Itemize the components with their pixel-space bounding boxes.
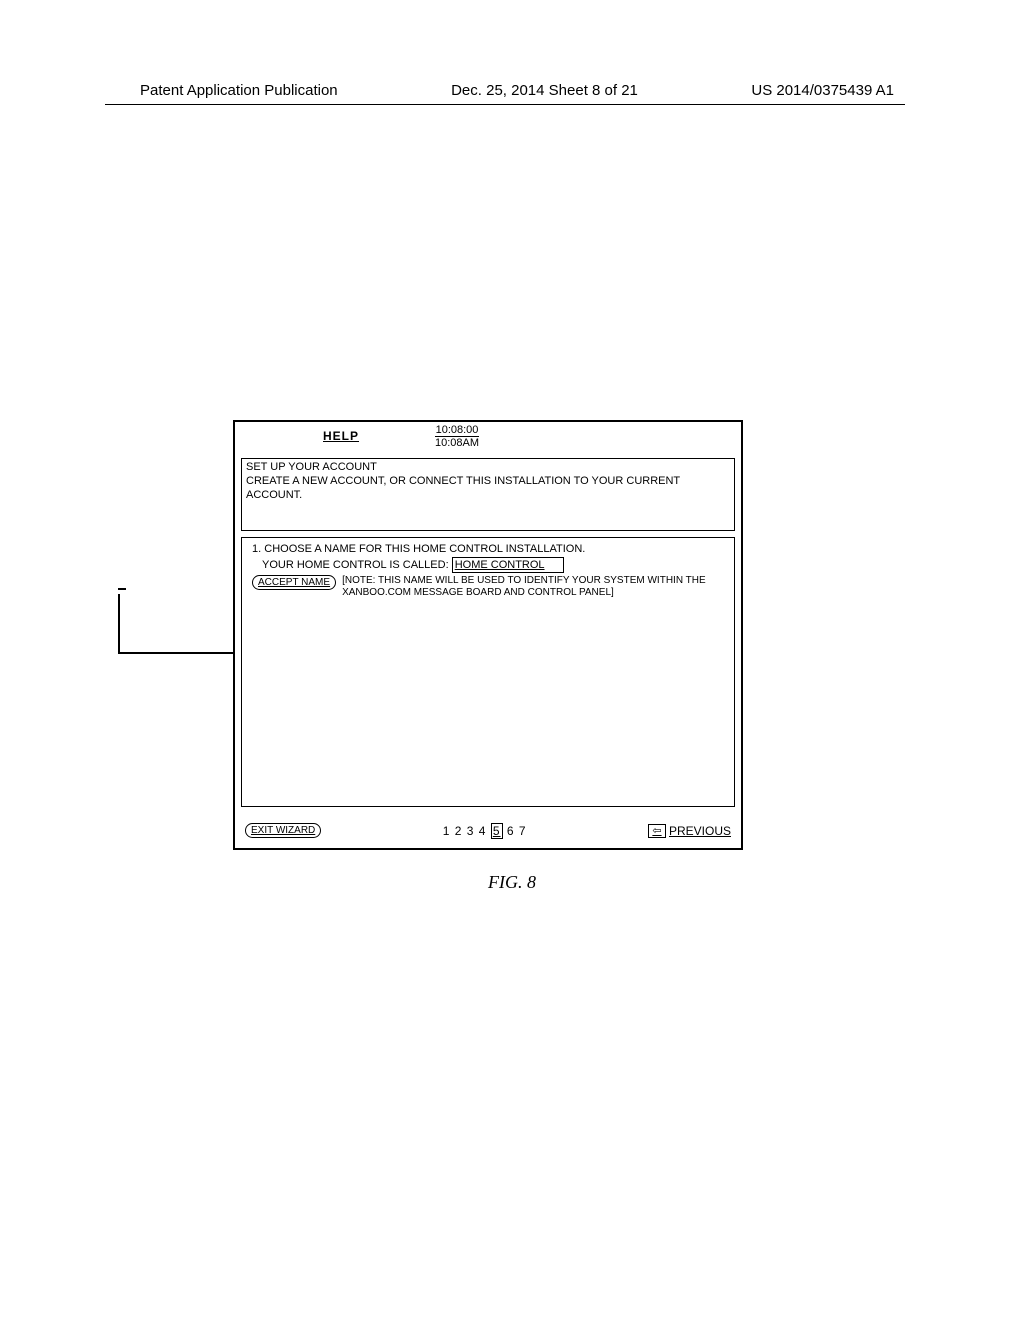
content-block: 1. CHOOSE A NAME FOR THIS HOME CONTROL I…	[241, 537, 735, 807]
note-text: [NOTE: THIS NAME WILL BE USED TO IDENTIF…	[342, 575, 726, 599]
wizard-panel: HELP 10:08:00 10:08AM SET UP YOUR ACCOUN…	[233, 420, 743, 850]
footer-row: EXIT WIZARD 1 2 3 4 5 6 7 ⇦ PREVIOUS	[245, 823, 731, 838]
time-display: 10:08:00 10:08AM	[435, 424, 479, 449]
arrow-left-icon: ⇦	[648, 824, 666, 838]
title-block: SET UP YOUR ACCOUNT CREATE A NEW ACCOUNT…	[241, 458, 735, 531]
help-link[interactable]: HELP	[323, 429, 359, 443]
page-4[interactable]: 4	[479, 824, 487, 838]
step-number: 1.	[252, 543, 261, 555]
page-2[interactable]: 2	[455, 824, 463, 838]
header-left: Patent Application Publication	[140, 82, 338, 99]
panel-top-bar: HELP 10:08:00 10:08AM	[235, 422, 741, 458]
previous-button[interactable]: ⇦ PREVIOUS	[648, 824, 731, 838]
step-text: CHOOSE A NAME FOR THIS HOME CONTROL INST…	[264, 543, 585, 555]
page-7[interactable]: 7	[519, 824, 527, 838]
page-header: Patent Application Publication Dec. 25, …	[0, 82, 1024, 99]
page-3[interactable]: 3	[467, 824, 475, 838]
header-right: US 2014/0375439 A1	[751, 82, 894, 99]
header-center: Dec. 25, 2014 Sheet 8 of 21	[451, 82, 638, 99]
page-1[interactable]: 1	[443, 824, 451, 838]
page-5-current[interactable]: 5	[491, 823, 503, 839]
figure-label: FIG. 8	[0, 872, 1024, 893]
time-hhmmss: 10:08:00	[435, 424, 479, 437]
note-row: ACCEPT NAME [NOTE: THIS NAME WILL BE USE…	[252, 575, 726, 599]
page-6[interactable]: 6	[507, 824, 515, 838]
accept-name-button[interactable]: ACCEPT NAME	[252, 575, 336, 590]
home-control-name-field[interactable]: HOME CONTROL	[452, 557, 564, 573]
time-hhmm-ampm: 10:08AM	[435, 437, 479, 449]
called-label: YOUR HOME CONTROL IS CALLED:	[262, 559, 449, 571]
step-line: 1. CHOOSE A NAME FOR THIS HOME CONTROL I…	[252, 542, 726, 556]
pager: 1 2 3 4 5 6 7	[443, 824, 527, 838]
page-title: SET UP YOUR ACCOUNT	[246, 461, 730, 475]
callout-bracket	[118, 594, 233, 654]
header-divider	[105, 104, 905, 105]
page-subtitle: CREATE A NEW ACCOUNT, OR CONNECT THIS IN…	[246, 475, 730, 503]
home-name-line: YOUR HOME CONTROL IS CALLED: HOME CONTRO…	[252, 557, 726, 573]
exit-wizard-button[interactable]: EXIT WIZARD	[245, 823, 321, 838]
previous-label: PREVIOUS	[669, 824, 731, 838]
